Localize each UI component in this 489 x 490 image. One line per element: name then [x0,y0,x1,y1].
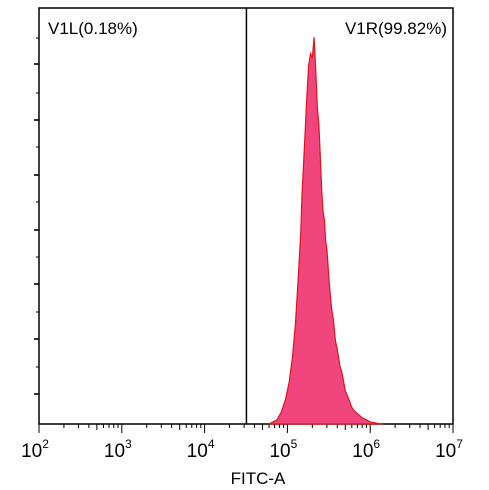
x-tick-exponent: 5 [291,437,298,451]
x-tick-base: 10 [104,441,125,462]
x-tick-exponent: 7 [456,437,463,451]
x-tick-label: 104 [187,437,215,462]
histogram-area [268,37,383,425]
x-tick-exponent: 3 [125,437,132,451]
gate-right-label: V1R(99.82%) [345,19,447,38]
x-tick-label: 106 [352,437,380,462]
x-tick-base: 10 [187,441,208,462]
x-tick-base: 10 [352,441,373,462]
x-tick-label: 107 [435,437,463,462]
x-tick-base: 10 [269,441,290,462]
x-tick-base: 10 [21,441,42,462]
x-tick-exponent: 2 [42,437,49,451]
gate-left-label: V1L(0.18%) [48,19,138,38]
x-tick-base: 10 [435,441,456,462]
x-tick-exponent: 4 [208,437,215,451]
x-axis-ticks [38,424,454,433]
y-axis-ticks [34,37,39,395]
x-tick-label: 105 [269,437,297,462]
x-tick-label: 102 [21,437,49,462]
x-tick-exponent: 6 [373,437,380,451]
x-axis-label: FITC-A [231,469,286,488]
x-tick-labels: 102 103 104 105 106 107 [21,437,463,462]
x-tick-label: 103 [104,437,132,462]
